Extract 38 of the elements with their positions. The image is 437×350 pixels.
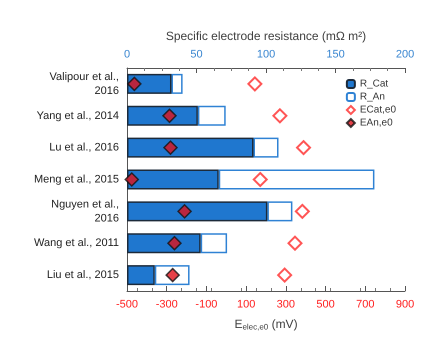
x2-axis-title: Specific electrode resistance (mΩ m²) — [166, 29, 366, 43]
x2-tick-label: 0 — [124, 48, 130, 60]
x-tick-label: -300 — [156, 298, 178, 310]
point — [287, 236, 302, 251]
point — [163, 140, 178, 155]
point — [124, 172, 140, 187]
point — [272, 108, 288, 124]
x2-tick-label: 200 — [396, 48, 414, 60]
legend-label: EAn,e0 — [360, 118, 394, 128]
y-tick-label: Meng et al., 2015 — [34, 174, 119, 186]
point — [252, 172, 268, 187]
y-tick-label: Valipour et al., 2016 — [49, 70, 119, 97]
x2-tick-label: 150 — [326, 48, 345, 60]
y-tick-label: Nguyen et al., 2016 — [51, 198, 119, 224]
point — [294, 204, 310, 219]
point — [162, 108, 177, 124]
y-tick-label: Lu et al., 2016 — [49, 142, 119, 154]
legend-label: R_An — [360, 92, 385, 102]
legend-label: R_Cat — [360, 78, 388, 90]
x-tick-label: 900 — [396, 298, 414, 310]
point — [296, 140, 312, 156]
point — [167, 236, 182, 250]
point — [127, 76, 142, 92]
x-tick-label: 300 — [276, 298, 296, 310]
x2-tick-label: 100 — [256, 48, 276, 60]
x-tick-label: 500 — [316, 298, 335, 310]
legend-label: ECat,e0 — [360, 104, 396, 116]
point — [247, 76, 262, 92]
x-tick-label: -100 — [195, 298, 218, 310]
y-tick-label: Liu et al., 2015 — [46, 269, 119, 282]
point — [277, 268, 292, 283]
point — [177, 204, 192, 219]
y-tick-label: Wang et al., 2011 — [34, 237, 119, 250]
x-tick-label: -500 — [116, 298, 138, 310]
x2-tick-label: 50 — [190, 48, 203, 60]
x-tick-label: 700 — [356, 298, 374, 310]
x-tick-label: 100 — [236, 298, 256, 310]
y-tick-label: Yang et al., 2014 — [36, 110, 119, 122]
